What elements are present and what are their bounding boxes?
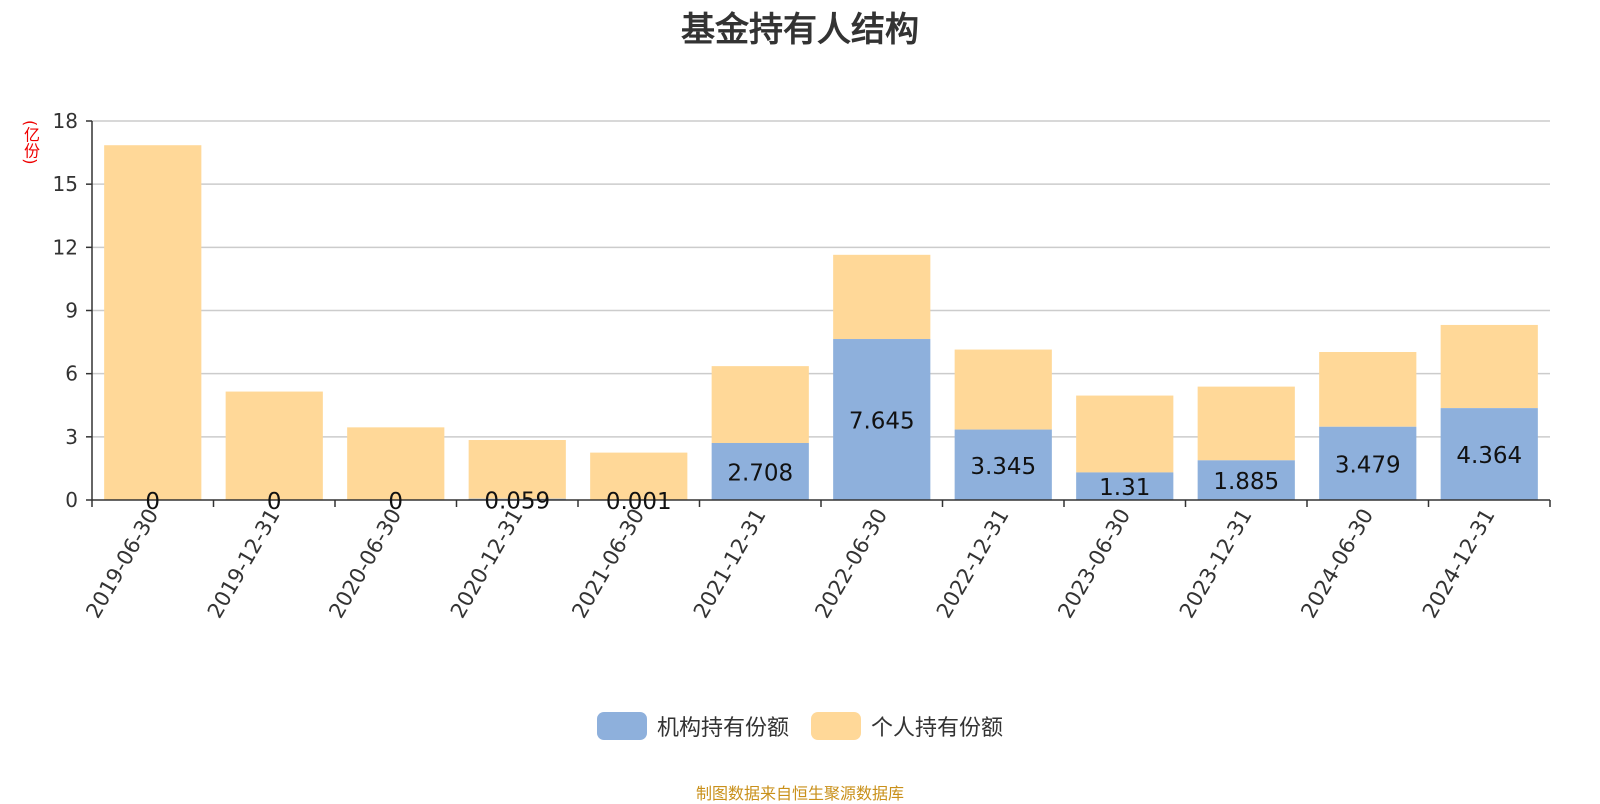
data-label-institution: 4.364 <box>1456 443 1522 469</box>
legend: 机构持有份额 个人持有份额 <box>0 710 1600 742</box>
bar-individual <box>1198 387 1295 461</box>
y-tick-label: 18 <box>53 109 78 133</box>
source-note: 制图数据来自恒生聚源数据库 <box>0 780 1600 804</box>
bar-individual <box>226 392 323 500</box>
legend-swatch-institution <box>597 712 647 740</box>
bar-individual <box>712 366 809 443</box>
x-tick-label: 2024-06-30 <box>1296 505 1378 623</box>
y-tick-label: 15 <box>53 172 78 196</box>
bar-individual <box>1441 325 1538 408</box>
bar-individual <box>1076 396 1173 473</box>
x-tick-label: 2021-06-30 <box>567 505 649 623</box>
data-label-institution: 2.708 <box>727 460 793 486</box>
y-tick-label: 6 <box>65 362 78 386</box>
x-tick-label: 2020-06-30 <box>324 505 406 623</box>
x-tick-label: 2021-12-31 <box>689 505 771 623</box>
legend-label-institution: 机构持有份额 <box>657 710 789 742</box>
bar-individual <box>1319 352 1416 427</box>
data-label-institution: 0.059 <box>484 488 550 514</box>
y-tick-label: 12 <box>53 235 78 259</box>
x-tick-label: 2023-12-31 <box>1175 505 1257 623</box>
x-tick-label: 2023-06-30 <box>1053 505 1135 623</box>
data-label-institution: 1.885 <box>1213 469 1279 495</box>
y-tick-label: 9 <box>65 299 78 323</box>
x-tick-label: 2024-12-31 <box>1418 505 1500 623</box>
legend-item-individual[interactable]: 个人持有份额 <box>811 710 1003 742</box>
x-tick-label: 2020-12-31 <box>446 505 528 623</box>
bar-individual <box>104 145 201 500</box>
legend-swatch-individual <box>811 712 861 740</box>
bar-individual <box>955 350 1052 430</box>
y-tick-label: 0 <box>65 488 78 512</box>
data-label-institution: 3.479 <box>1335 452 1401 478</box>
x-tick-label: 2019-12-31 <box>203 505 285 623</box>
y-tick-label: 3 <box>65 425 78 449</box>
x-tick-label: 2019-06-30 <box>81 505 163 623</box>
x-tick-label: 2022-12-31 <box>932 505 1014 623</box>
legend-label-individual: 个人持有份额 <box>871 710 1003 742</box>
x-tick-label: 2022-06-30 <box>810 505 892 623</box>
legend-item-institution[interactable]: 机构持有份额 <box>597 710 789 742</box>
data-label-institution: 3.345 <box>970 454 1036 480</box>
data-label-institution: 1.31 <box>1099 475 1150 501</box>
data-label-institution: 7.645 <box>849 409 915 435</box>
bar-individual <box>833 255 930 339</box>
